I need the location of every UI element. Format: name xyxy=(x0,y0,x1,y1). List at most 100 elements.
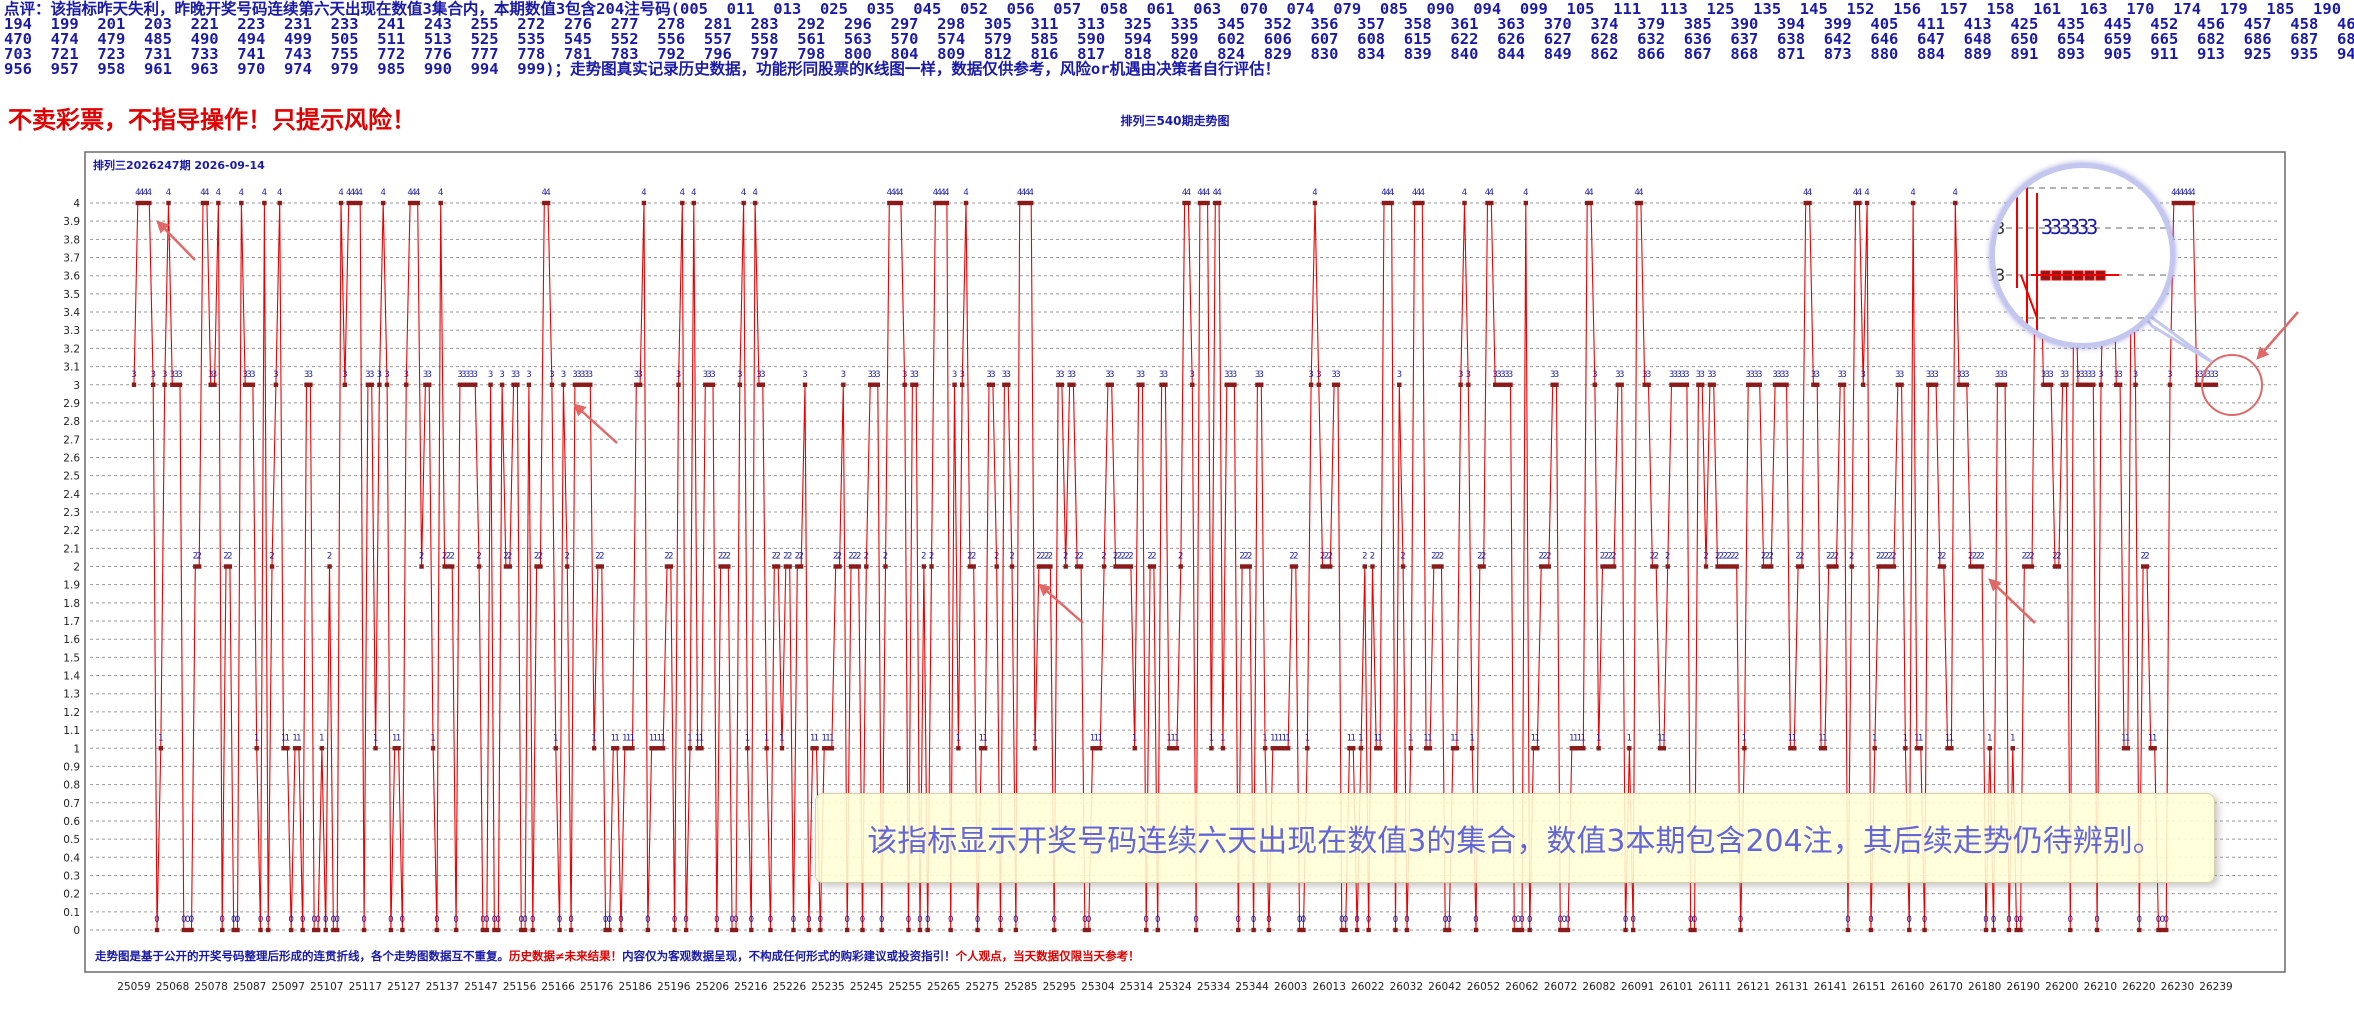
point-label: 0 xyxy=(1236,915,1241,925)
data-point xyxy=(1297,927,1302,933)
data-point xyxy=(258,927,263,933)
point-label: 1 xyxy=(1469,733,1474,743)
point-label: 3 xyxy=(802,370,807,380)
point-label: 1 xyxy=(2148,733,2153,743)
y-tick-label: 3.8 xyxy=(63,234,80,246)
point-label: 1 xyxy=(1788,733,1793,743)
point-label: 4 xyxy=(691,188,696,198)
point-label: 3 xyxy=(1224,370,1229,380)
data-point xyxy=(281,746,286,751)
point-label: 3 xyxy=(572,370,577,380)
point-label: 0 xyxy=(400,915,405,925)
data-point xyxy=(1853,200,1858,206)
data-point xyxy=(465,382,470,387)
point-label: 2 xyxy=(419,552,424,562)
point-label: 2 xyxy=(1611,552,1616,562)
point-label: 1 xyxy=(1450,733,1455,743)
data-point xyxy=(1604,564,1609,569)
data-point xyxy=(1446,927,1452,933)
data-point xyxy=(1293,564,1298,569)
y-tick-label: 1.6 xyxy=(63,634,80,646)
data-point xyxy=(1247,564,1252,569)
data-point xyxy=(1711,382,1716,387)
data-point xyxy=(699,746,704,751)
point-label: 4 xyxy=(354,188,359,198)
point-label: 2 xyxy=(223,552,228,562)
point-label: 4 xyxy=(890,188,895,198)
point-label: 2 xyxy=(503,552,508,562)
point-label: 2 xyxy=(1400,552,1405,562)
point-label: 3 xyxy=(212,370,217,380)
point-label: 1 xyxy=(1535,733,1540,743)
point-label: 2 xyxy=(722,552,727,562)
data-point xyxy=(2194,382,2200,387)
point-label: 2 xyxy=(856,552,861,562)
point-label: 2 xyxy=(1439,552,1444,562)
data-point xyxy=(925,927,930,933)
data-point xyxy=(917,927,923,933)
x-tick-label: 26052 xyxy=(1467,981,1500,993)
data-point xyxy=(1021,200,1026,206)
point-label: 1 xyxy=(1305,733,1310,743)
data-point xyxy=(1312,200,1318,206)
data-point xyxy=(223,564,229,569)
data-point xyxy=(2014,927,2019,933)
point-label: 1 xyxy=(285,733,290,743)
point-label: 2 xyxy=(1979,552,1984,562)
data-point xyxy=(1742,746,1747,751)
data-point xyxy=(1880,564,1885,569)
x-tick-label: 26121 xyxy=(1737,981,1770,993)
data-point xyxy=(1684,382,1690,387)
data-point xyxy=(442,564,447,569)
point-label: 1 xyxy=(430,733,435,743)
data-point xyxy=(1692,927,1697,933)
data-point xyxy=(841,382,846,387)
data-point xyxy=(1868,927,1874,933)
data-point xyxy=(404,382,409,387)
data-point xyxy=(595,564,601,569)
y-tick-label: 0.3 xyxy=(63,870,80,882)
point-label: 3 xyxy=(676,370,681,380)
x-tick-label: 26003 xyxy=(1274,981,1307,993)
point-label: 0 xyxy=(1251,915,1256,925)
point-label: 3 xyxy=(1960,370,1965,380)
data-point xyxy=(1780,382,1785,387)
point-label: 4 xyxy=(381,188,386,198)
data-point xyxy=(1838,382,1843,387)
point-label: 4 xyxy=(262,188,267,198)
point-label: 2 xyxy=(971,552,976,562)
data-point xyxy=(1025,200,1030,206)
point-label: 2 xyxy=(476,552,481,562)
x-tick-label: 25245 xyxy=(850,981,883,993)
arrow xyxy=(573,403,618,444)
point-label: 2 xyxy=(1941,552,1946,562)
point-label: 4 xyxy=(1489,188,1494,198)
point-label: 0 xyxy=(1688,915,1693,925)
data-point xyxy=(2002,382,2008,387)
data-point xyxy=(1784,382,1789,387)
data-point xyxy=(1408,746,1414,751)
callout-text: 该指标显示开奖号码连续六天出现在数值3的集合，数值3本期包含204注，其后续走势… xyxy=(867,824,2163,859)
point-label: 4 xyxy=(894,188,899,198)
x-tick-label: 25295 xyxy=(1043,981,1076,993)
point-label: 3 xyxy=(1956,370,1961,380)
point-label: 1 xyxy=(687,733,692,743)
data-point xyxy=(887,200,892,206)
data-point xyxy=(1661,746,1667,751)
point-label: 3 xyxy=(1496,370,1501,380)
data-point xyxy=(944,200,950,206)
x-tick-label: 25314 xyxy=(1120,981,1154,993)
point-label: 0 xyxy=(1339,915,1344,925)
y-tick-label: 3.2 xyxy=(63,343,80,355)
point-label: 0 xyxy=(1155,915,1160,925)
point-label: 3 xyxy=(473,370,478,380)
data-point xyxy=(273,382,279,387)
data-point xyxy=(1673,382,1678,387)
data-point xyxy=(1132,746,1137,751)
point-label: 0 xyxy=(1983,915,1988,925)
y-tick-label: 3.4 xyxy=(63,307,80,319)
y-tick-label: 2 xyxy=(73,562,80,574)
point-label: 4 xyxy=(2179,188,2184,198)
data-point xyxy=(1228,382,1233,387)
point-label: 2 xyxy=(1653,552,1658,562)
